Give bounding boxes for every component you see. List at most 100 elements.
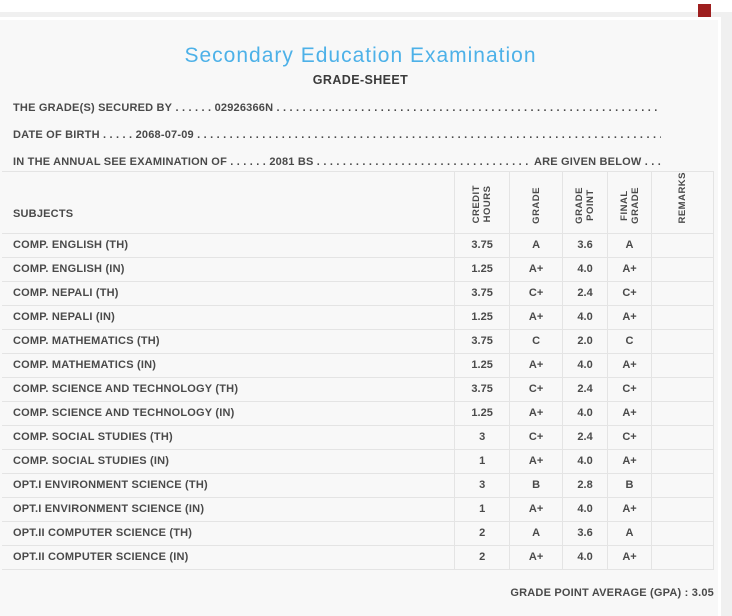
info-trailing-dots: . . . . . . . . . . . . . . . . . . . . …: [316, 156, 529, 168]
cell-subject: COMP. SCIENCE AND TECHNOLOGY (IN): [2, 400, 455, 426]
cell-grade: A+: [509, 400, 563, 426]
info-dots: . . . . . .: [226, 156, 270, 168]
info-prefix: DATE OF BIRTH: [13, 129, 100, 141]
table-row: OPT.I ENVIRONMENT SCIENCE (TH) 3 B 2.8 B: [2, 472, 714, 498]
cell-grade: C+: [509, 280, 563, 306]
info-line-date-of-birth: DATE OF BIRTH . . . . . 2068-07-09 . . .…: [13, 129, 661, 141]
cell-final: A: [607, 232, 652, 258]
info-prefix: IN THE ANNUAL SEE EXAMINATION OF: [13, 156, 227, 168]
table-row: OPT.II COMPUTER SCIENCE (IN) 2 A+ 4.0 A+: [2, 544, 714, 570]
cell-credit: 2: [454, 520, 510, 546]
table-row: COMP. NEPALI (TH) 3.75 C+ 2.4 C+: [2, 280, 714, 306]
cell-point: 4.0: [562, 496, 608, 522]
cell-remarks: [651, 520, 714, 546]
cell-credit: 1.25: [454, 400, 510, 426]
cell-remarks: [651, 232, 714, 258]
cell-credit: 1.25: [454, 304, 510, 330]
table-row: COMP. NEPALI (IN) 1.25 A+ 4.0 A+: [2, 304, 714, 330]
cell-point: 4.0: [562, 448, 608, 474]
cell-grade: C+: [509, 424, 563, 450]
cell-final: C+: [607, 376, 652, 402]
info-line-secured-by: THE GRADE(S) SECURED BY . . . . . . 0292…: [13, 102, 661, 114]
page-title: Secondary Education Examination: [184, 44, 537, 67]
cell-subject: COMP. MATHEMATICS (TH): [2, 328, 455, 354]
cell-final: A+: [607, 400, 652, 426]
cell-subject: OPT.II COMPUTER SCIENCE (IN): [2, 544, 455, 570]
vertical-label: REMARKS: [677, 172, 688, 224]
cell-point: 3.6: [562, 232, 608, 258]
cell-final: C: [607, 328, 652, 354]
info-trailing-dots: . . . . . . . . . . . . . . . . . . . . …: [276, 102, 661, 114]
column-header-credit-hours: CREDIT HOURS: [454, 171, 510, 234]
table-row: COMP. SOCIAL STUDIES (TH) 3 C+ 2.4 C+: [2, 424, 714, 450]
vertical-label: CREDIT HOURS: [471, 185, 494, 224]
grade-table: SUBJECTS CREDIT HOURS GRADE GRADE POINT …: [2, 171, 714, 570]
column-header-grade-point: GRADE POINT: [562, 171, 608, 234]
cell-remarks: [651, 304, 714, 330]
grade-table-body: COMP. ENGLISH (TH) 3.75 A 3.6 A COMP. ENGLISH…: [2, 232, 714, 570]
info-suffix: ARE GIVEN BELOW . . .: [531, 156, 661, 168]
column-header-grade: GRADE: [509, 171, 563, 234]
cell-grade: A+: [509, 448, 563, 474]
info-prefix: THE GRADE(S) SECURED BY: [13, 102, 173, 114]
cell-grade: A+: [509, 544, 563, 570]
cell-grade: A+: [509, 256, 563, 282]
gpa-label: GRADE POINT AVERAGE (GPA) :: [510, 587, 692, 599]
cell-grade: C: [509, 328, 563, 354]
table-row: OPT.I ENVIRONMENT SCIENCE (IN) 1 A+ 4.0 A+: [2, 496, 714, 522]
cell-credit: 3.75: [454, 232, 510, 258]
column-header-remarks: REMARKS: [651, 171, 714, 234]
cell-remarks: [651, 472, 714, 498]
cell-final: A+: [607, 496, 652, 522]
cell-subject: OPT.I ENVIRONMENT SCIENCE (TH): [2, 472, 455, 498]
cell-credit: 3: [454, 472, 510, 498]
gpa-line: GRADE POINT AVERAGE (GPA) : 3.05: [0, 587, 714, 599]
cell-final: A: [607, 520, 652, 546]
cell-final: A+: [607, 448, 652, 474]
table-row: COMP. SCIENCE AND TECHNOLOGY (IN) 1.25 A+ 4…: [2, 400, 714, 426]
cell-grade: A+: [509, 496, 563, 522]
cell-point: 2.8: [562, 472, 608, 498]
cell-remarks: [651, 448, 714, 474]
table-row: COMP. SCIENCE AND TECHNOLOGY (TH) 3.75 C+ 2…: [2, 376, 714, 402]
cell-remarks: [651, 496, 714, 522]
cell-credit: 2: [454, 544, 510, 570]
cell-subject: OPT.I ENVIRONMENT SCIENCE (IN): [2, 496, 455, 522]
cell-grade: A: [509, 520, 563, 546]
info-dots: . . . . . .: [172, 102, 215, 114]
symbol-number-value: 02926366N: [214, 102, 274, 114]
cell-final: A+: [607, 256, 652, 282]
exam-year-value: 2081 BS: [269, 156, 314, 168]
cell-credit: 3.75: [454, 376, 510, 402]
cell-remarks: [651, 328, 714, 354]
cell-remarks: [651, 544, 714, 570]
cell-grade: A+: [509, 352, 563, 378]
table-row: OPT.II COMPUTER SCIENCE (TH) 2 A 3.6 A: [2, 520, 714, 546]
cell-credit: 3.75: [454, 328, 510, 354]
cell-point: 2.4: [562, 424, 608, 450]
table-row: COMP. SOCIAL STUDIES (IN) 1 A+ 4.0 A+: [2, 448, 714, 474]
cell-subject: COMP. SCIENCE AND TECHNOLOGY (TH): [2, 376, 455, 402]
cell-final: A+: [607, 304, 652, 330]
cell-subject: COMP. NEPALI (IN): [2, 304, 455, 330]
cell-credit: 1.25: [454, 352, 510, 378]
cell-point: 2.4: [562, 280, 608, 306]
cell-grade: C+: [509, 376, 563, 402]
date-of-birth-value: 2068-07-09: [135, 129, 194, 141]
gpa-value: 3.05: [691, 587, 714, 599]
column-header-subjects: SUBJECTS: [2, 171, 455, 234]
cell-final: A+: [607, 544, 652, 570]
table-row: COMP. ENGLISH (IN) 1.25 A+ 4.0 A+: [2, 256, 714, 282]
table-row: COMP. MATHEMATICS (IN) 1.25 A+ 4.0 A+: [2, 352, 714, 378]
cell-grade: A+: [509, 304, 563, 330]
cell-credit: 1: [454, 496, 510, 522]
cell-point: 2.0: [562, 328, 608, 354]
cell-subject: COMP. ENGLISH (TH): [2, 232, 455, 258]
cell-credit: 1: [454, 448, 510, 474]
cell-final: C+: [607, 280, 652, 306]
cell-grade: A: [509, 232, 563, 258]
cell-subject: OPT.II COMPUTER SCIENCE (TH): [2, 520, 455, 546]
cell-credit: 1.25: [454, 256, 510, 282]
column-header-final-grade: FINAL GRADE: [607, 171, 652, 234]
cell-point: 2.4: [562, 376, 608, 402]
